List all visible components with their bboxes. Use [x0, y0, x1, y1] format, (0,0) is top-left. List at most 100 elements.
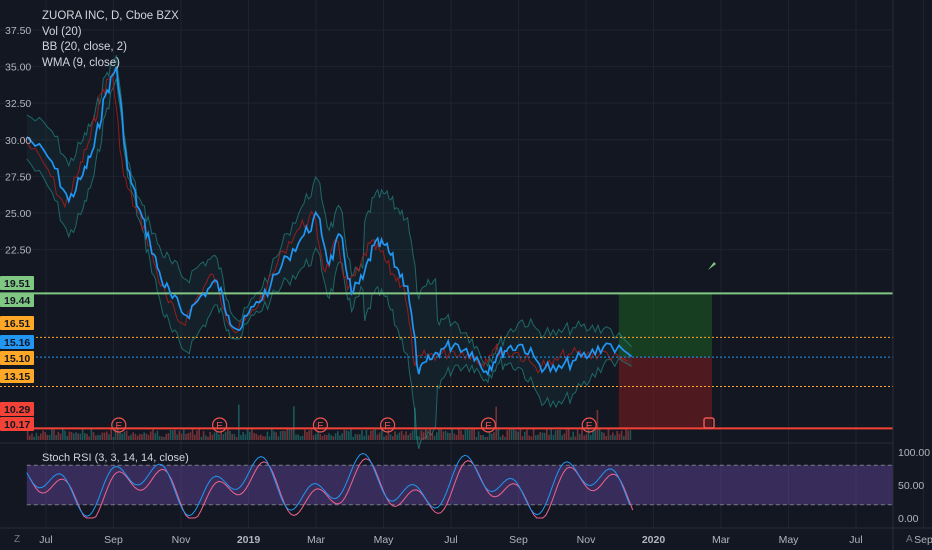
y-tick-label: 22.50: [5, 245, 31, 257]
volume-bar: [55, 435, 57, 440]
volume-bar: [539, 431, 541, 440]
bb-lower: [26, 77, 632, 450]
volume-bar: [132, 432, 134, 440]
volume-bar: [172, 430, 174, 440]
volume-bar: [592, 430, 594, 440]
volume-bar: [284, 431, 286, 440]
volume-bar: [174, 429, 176, 440]
volume-bar: [372, 429, 374, 440]
volume-bar: [620, 430, 623, 440]
volume-bar: [84, 433, 86, 440]
volume-bar: [376, 434, 379, 440]
volume-bar: [332, 436, 335, 440]
symbol-title[interactable]: ZUORA INC, D, Cboe BZX: [42, 10, 179, 22]
wma-indicator-label[interactable]: WMA (9, close): [42, 56, 120, 69]
volume-bar: [299, 436, 302, 440]
volume-bar: [66, 435, 68, 440]
volume-bar: [128, 435, 130, 440]
volume-bar: [198, 429, 200, 440]
volume-bar: [576, 429, 579, 440]
volume-bar: [218, 434, 220, 440]
time-axis[interactable]: Jul Sep Nov 2019 Mar May Jul Sep Nov 2020 Mar May Ju…: [0, 527, 932, 546]
volume-bar: [106, 431, 108, 440]
volume-bar: [29, 435, 31, 440]
volume-bar: [321, 435, 324, 440]
volume-bar: [447, 432, 449, 440]
volume-bar: [554, 430, 557, 440]
price-badge: [0, 417, 34, 431]
price-badge: [0, 293, 34, 307]
volume-bar: [271, 428, 273, 440]
volume-bar: [356, 434, 359, 440]
volume-bar: [130, 434, 132, 440]
volume-bar: [464, 429, 467, 440]
volume-bar: [502, 434, 504, 440]
volume-bar: [535, 435, 537, 440]
volume-bar: [444, 430, 447, 440]
volume-bar: [590, 435, 592, 440]
bb-indicator-label[interactable]: BB (20, close, 2): [42, 41, 128, 53]
price-badge-label: 19.51: [4, 278, 30, 290]
volume-bar: [108, 434, 110, 440]
volume-bar: [121, 433, 123, 440]
volume-bar: [400, 430, 403, 440]
x-tick-label: Sep: [509, 534, 528, 546]
volume-bar: [433, 435, 436, 440]
volume-bar: [227, 428, 229, 440]
volume-bar: [462, 434, 464, 440]
volume-bar: [378, 432, 381, 440]
x-tick-label: May: [374, 534, 395, 546]
volume-bar: [557, 430, 559, 440]
volume-bar: [183, 429, 185, 440]
volume-bar: [343, 429, 346, 440]
earnings-marker-label: E: [317, 421, 324, 432]
stoch-rsi-label[interactable]: Stoch RSI (3, 3, 14, 14, close): [42, 452, 189, 464]
volume-bar: [420, 430, 423, 440]
volume-bar: [246, 429, 249, 440]
volume-bar: [587, 429, 590, 440]
volume-bar: [308, 430, 310, 440]
volume-bar: [568, 428, 570, 440]
volume-bar: [585, 434, 588, 440]
volume-bar: [310, 429, 313, 440]
volume-bar: [348, 431, 350, 440]
volume-bar: [244, 434, 247, 440]
y-tick-label: 37.50: [5, 25, 31, 37]
volume-bar: [187, 432, 189, 440]
volume-bar: [90, 428, 93, 440]
x-tick-label: Sep: [914, 534, 932, 546]
rsi-tick-label: 0.00: [898, 513, 919, 525]
position-zones: [618, 293, 712, 429]
volume-bar: [596, 409, 599, 440]
volume-bar: [238, 404, 240, 440]
volume-bar: [427, 435, 429, 440]
volume-bar: [152, 429, 154, 440]
volume-indicator-label[interactable]: Vol (20): [42, 25, 82, 38]
volume-bar: [154, 433, 156, 440]
timezone-toggle-left[interactable]: Z: [14, 534, 21, 545]
volume-bar: [563, 433, 566, 440]
x-tick-label: Jul: [444, 534, 457, 546]
volume-bar: [508, 429, 511, 440]
volume-bar: [180, 433, 183, 440]
volume-bar: [506, 430, 508, 440]
volume-bar: [81, 428, 84, 440]
rsi-tick-label: 100.00: [898, 447, 930, 459]
volume-bar: [339, 435, 341, 440]
volume-bar: [521, 436, 524, 440]
volume-bar: [515, 430, 517, 440]
volume-bar: [528, 435, 530, 440]
volume-bar: [361, 430, 363, 440]
volume-bar: [161, 436, 163, 440]
volume-bar: [458, 429, 460, 440]
volume-bar: [59, 433, 62, 440]
volume-bar: [609, 435, 612, 440]
volume-bar: [541, 432, 544, 440]
volume-bar: [62, 428, 64, 440]
volume-bar: [251, 428, 253, 440]
volume-bar: [319, 433, 321, 440]
auto-scale-toggle[interactable]: A: [906, 534, 913, 545]
earnings-marker: [312, 417, 328, 433]
